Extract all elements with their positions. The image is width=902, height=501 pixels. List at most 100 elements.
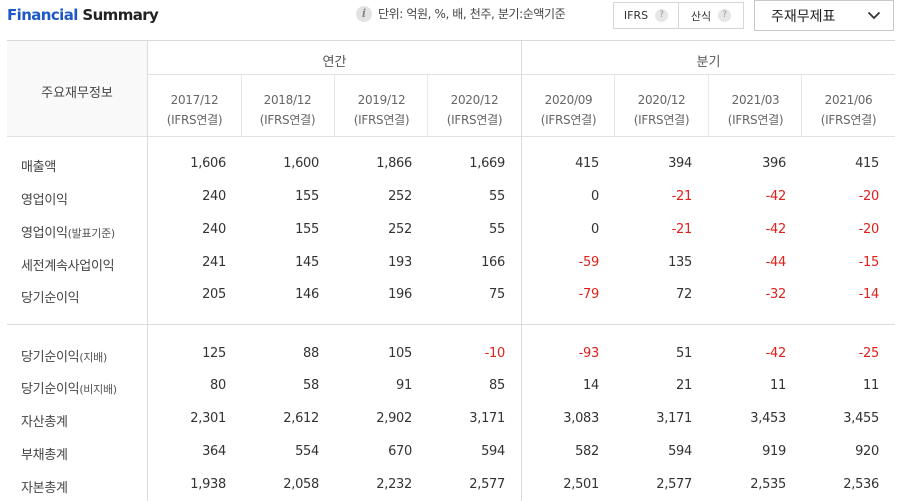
statement-select[interactable]: 주재무제표 <box>754 0 894 31</box>
table-cell: 919 <box>762 444 786 459</box>
table-cell: -25 <box>858 346 880 361</box>
table-cell: 0 <box>591 189 599 204</box>
row-label-sub: (발표기준) <box>67 227 116 240</box>
basis-ifrs-option[interactable]: IFRS ? <box>614 3 678 28</box>
col-rule <box>708 75 709 136</box>
table-cell: -10 <box>484 346 506 361</box>
table-cell: -21 <box>671 222 693 237</box>
table-cell: 75 <box>489 287 505 302</box>
row-label-main: 세전계속사업이익 <box>21 259 115 274</box>
table-cell: 2,902 <box>376 411 412 426</box>
column-header: 2020/09 (IFRS연결) <box>522 90 615 130</box>
table-cell: 670 <box>388 444 412 459</box>
group-quarterly: 분기 <box>696 55 721 70</box>
table-cell: 145 <box>295 255 319 270</box>
basis-formula-label: 산식 <box>690 9 712 23</box>
table-cell: 2,577 <box>656 477 692 492</box>
question-icon[interactable]: ? <box>655 9 669 22</box>
table-cell: 594 <box>668 444 692 459</box>
financial-summary-table: 주요재무정보 연간 분기 2017/12 (IFRS연결) 2018/12 (IFRS… <box>7 40 895 501</box>
row-label-main: 당기순이익 <box>21 350 80 365</box>
table-cell: 582 <box>575 444 599 459</box>
statement-select-value: 주재무제표 <box>771 8 836 25</box>
column-basis: (IFRS연결) <box>540 113 597 127</box>
row-label: 영업이익 <box>21 189 68 208</box>
column-basis: (IFRS연결) <box>727 113 784 127</box>
table-cell: 3,455 <box>843 411 879 426</box>
unit-text: 단위: 억원, %, 배, 천주, 분기:순액기준 <box>378 7 566 21</box>
row-label: 자산총계 <box>21 411 68 430</box>
table-cell: 3,083 <box>563 411 599 426</box>
row-label-main: 당기순이익 <box>21 291 80 306</box>
table-cell: 193 <box>388 255 412 270</box>
table-cell: 241 <box>202 255 226 270</box>
table-cell: 51 <box>676 346 692 361</box>
table-cell: 2,577 <box>469 477 505 492</box>
table-cell: 2,301 <box>190 411 226 426</box>
table-cell: 14 <box>583 378 599 393</box>
table-cell: 125 <box>202 346 226 361</box>
table-cell: 1,606 <box>190 156 226 171</box>
table-cell: 135 <box>668 255 692 270</box>
table-cell: 240 <box>202 189 226 204</box>
table-cell: -93 <box>578 346 600 361</box>
table-cell: 155 <box>295 189 319 204</box>
table-cell: 58 <box>303 378 319 393</box>
row-label: 부채총계 <box>21 444 68 463</box>
table-cell: 1,866 <box>376 156 412 171</box>
table-cell: 91 <box>396 378 412 393</box>
table-cell: 85 <box>489 378 505 393</box>
table-cell: -20 <box>858 222 880 237</box>
col-rule <box>241 75 242 136</box>
table-cell: 2,536 <box>843 477 879 492</box>
basis-toggle: IFRS ? 산식 ? <box>613 2 744 29</box>
unit-info: i 단위: 억원, %, 배, 천주, 분기:순액기준 <box>356 5 566 22</box>
table-cell: 205 <box>202 287 226 302</box>
column-basis: (IFRS연결) <box>633 113 690 127</box>
table-cell: -21 <box>671 189 693 204</box>
column-header: 2020/12 (IFRS연결) <box>428 90 521 130</box>
row-label: 당기순이익(비지배) <box>21 378 117 397</box>
question-icon[interactable]: ? <box>718 9 732 22</box>
column-period: 2018/12 <box>263 93 312 107</box>
row-label-main: 매출액 <box>21 160 56 175</box>
column-period: 2021/03 <box>731 93 780 107</box>
table-cell: -20 <box>858 189 880 204</box>
column-period: 2020/09 <box>544 93 593 107</box>
table-cell: 146 <box>295 287 319 302</box>
table-cell: -59 <box>578 255 600 270</box>
table-cell: 594 <box>481 444 505 459</box>
header-bottom-rule <box>7 136 895 137</box>
table-cell: 105 <box>388 346 412 361</box>
title-financial: Financial <box>7 6 78 24</box>
table-cell: 252 <box>388 189 412 204</box>
row-label: 매출액 <box>21 156 56 175</box>
table-cell: -15 <box>858 255 880 270</box>
title-summary: Summary <box>82 6 159 24</box>
table-cell: 11 <box>863 378 879 393</box>
table-cell: 11 <box>770 378 786 393</box>
table-cell: 196 <box>388 287 412 302</box>
table-cell: 55 <box>489 222 505 237</box>
table-cell: 415 <box>575 156 599 171</box>
row-label-main: 당기순이익 <box>21 382 80 397</box>
column-header: 2020/12 (IFRS연결) <box>615 90 708 130</box>
chevron-down-icon <box>867 11 881 20</box>
table-cell: 1,600 <box>283 156 319 171</box>
column-period: 2020/12 <box>450 93 499 107</box>
basis-formula-option[interactable]: 산식 ? <box>678 3 743 28</box>
table-cell: 88 <box>303 346 319 361</box>
info-icon[interactable]: i <box>356 5 372 22</box>
column-header: 2017/12 (IFRS연결) <box>148 90 241 130</box>
group-annual: 연간 <box>322 55 347 70</box>
table-cell: 55 <box>489 189 505 204</box>
section-divider <box>7 324 895 325</box>
table-cell: 1,938 <box>190 477 226 492</box>
table-cell: 21 <box>676 378 692 393</box>
table-cell: -14 <box>858 287 880 302</box>
column-header: 2021/06 (IFRS연결) <box>802 90 895 130</box>
column-period: 2019/12 <box>357 93 406 107</box>
table-cell: 364 <box>202 444 226 459</box>
column-basis: (IFRS연결) <box>820 113 877 127</box>
table-cell: 3,453 <box>750 411 786 426</box>
